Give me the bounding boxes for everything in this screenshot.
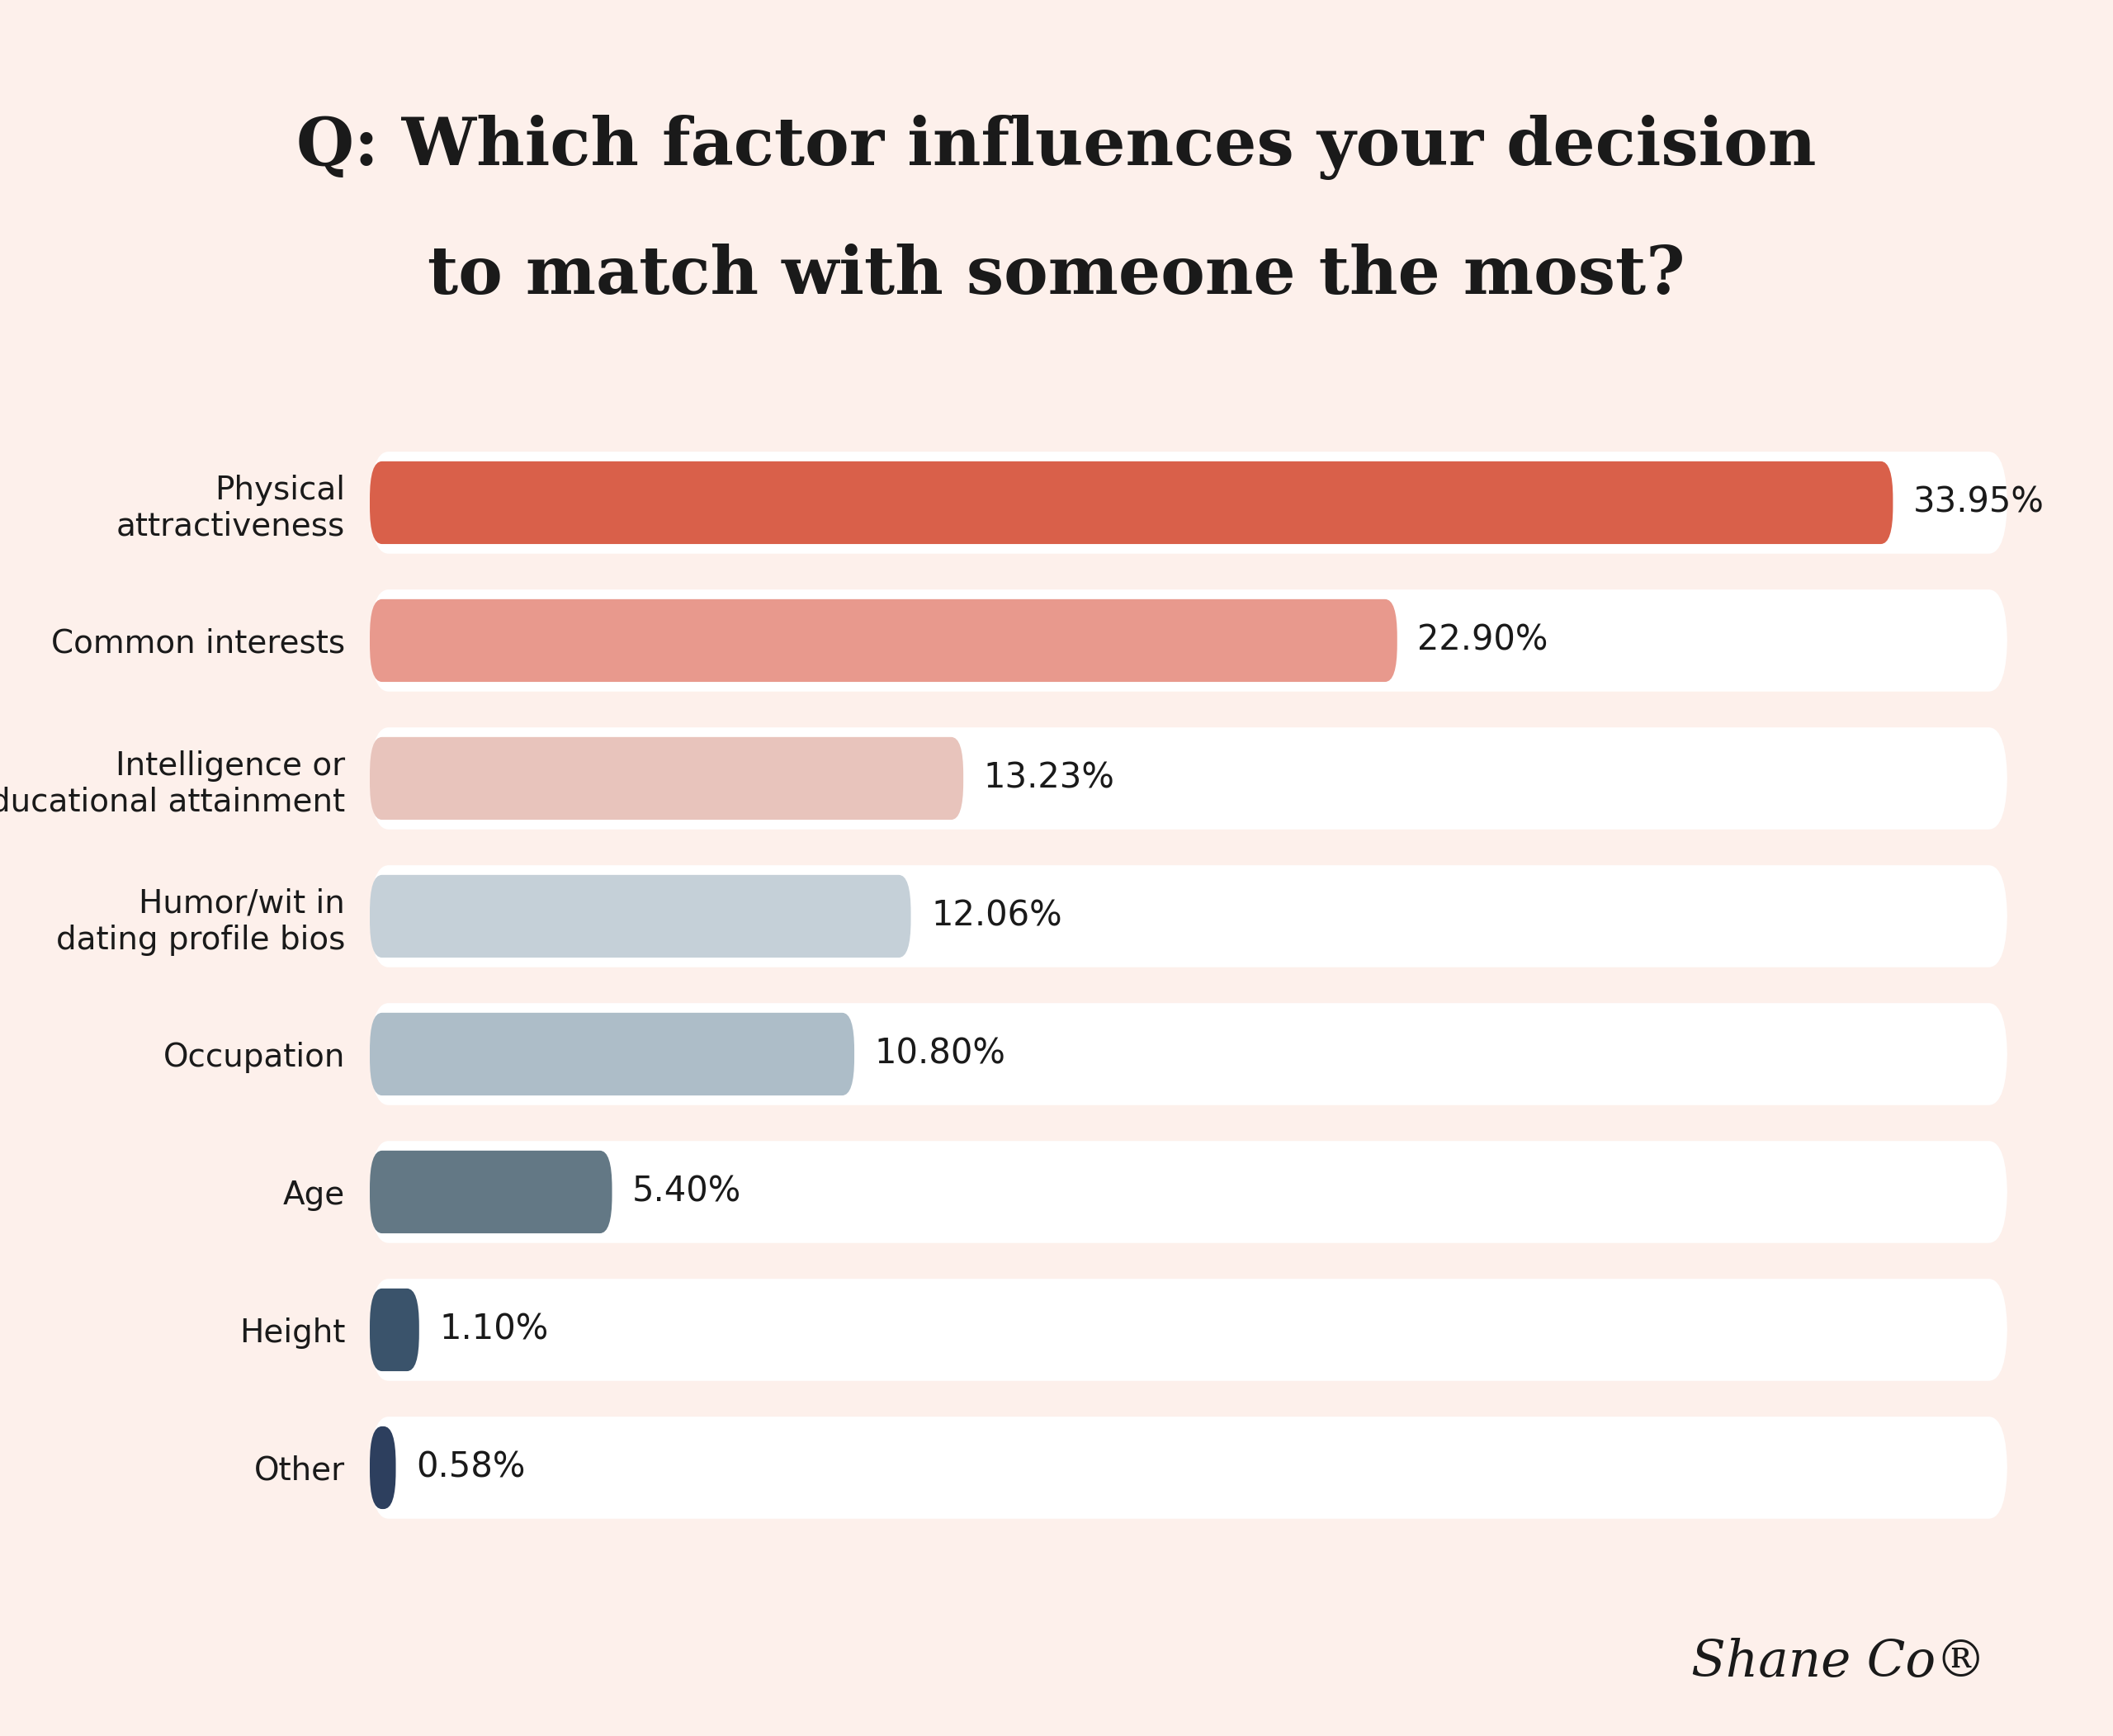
FancyBboxPatch shape bbox=[370, 1151, 613, 1233]
FancyBboxPatch shape bbox=[370, 599, 1397, 682]
Text: 5.40%: 5.40% bbox=[632, 1175, 742, 1210]
FancyBboxPatch shape bbox=[370, 875, 911, 958]
Text: to match with someone the most?: to match with someone the most? bbox=[427, 243, 1686, 307]
Text: Shane Co®: Shane Co® bbox=[1690, 1637, 1986, 1687]
FancyBboxPatch shape bbox=[370, 738, 964, 819]
FancyBboxPatch shape bbox=[370, 1288, 418, 1371]
FancyBboxPatch shape bbox=[370, 1417, 2007, 1519]
FancyBboxPatch shape bbox=[370, 451, 2007, 554]
FancyBboxPatch shape bbox=[370, 727, 2007, 830]
Text: 0.58%: 0.58% bbox=[416, 1450, 526, 1484]
FancyBboxPatch shape bbox=[370, 590, 2007, 691]
Text: 13.23%: 13.23% bbox=[983, 760, 1116, 795]
FancyBboxPatch shape bbox=[370, 462, 1893, 543]
Text: Q: Which factor influences your decision: Q: Which factor influences your decision bbox=[296, 115, 1817, 181]
Text: 33.95%: 33.95% bbox=[1912, 486, 2043, 521]
Text: 22.90%: 22.90% bbox=[1418, 623, 1549, 658]
FancyBboxPatch shape bbox=[370, 1003, 2007, 1106]
Text: 1.10%: 1.10% bbox=[440, 1312, 549, 1347]
FancyBboxPatch shape bbox=[370, 1427, 395, 1509]
FancyBboxPatch shape bbox=[370, 1012, 854, 1095]
FancyBboxPatch shape bbox=[370, 1141, 2007, 1243]
Text: 10.80%: 10.80% bbox=[875, 1036, 1006, 1071]
FancyBboxPatch shape bbox=[370, 865, 2007, 967]
FancyBboxPatch shape bbox=[370, 1279, 2007, 1380]
Text: 12.06%: 12.06% bbox=[932, 899, 1063, 934]
